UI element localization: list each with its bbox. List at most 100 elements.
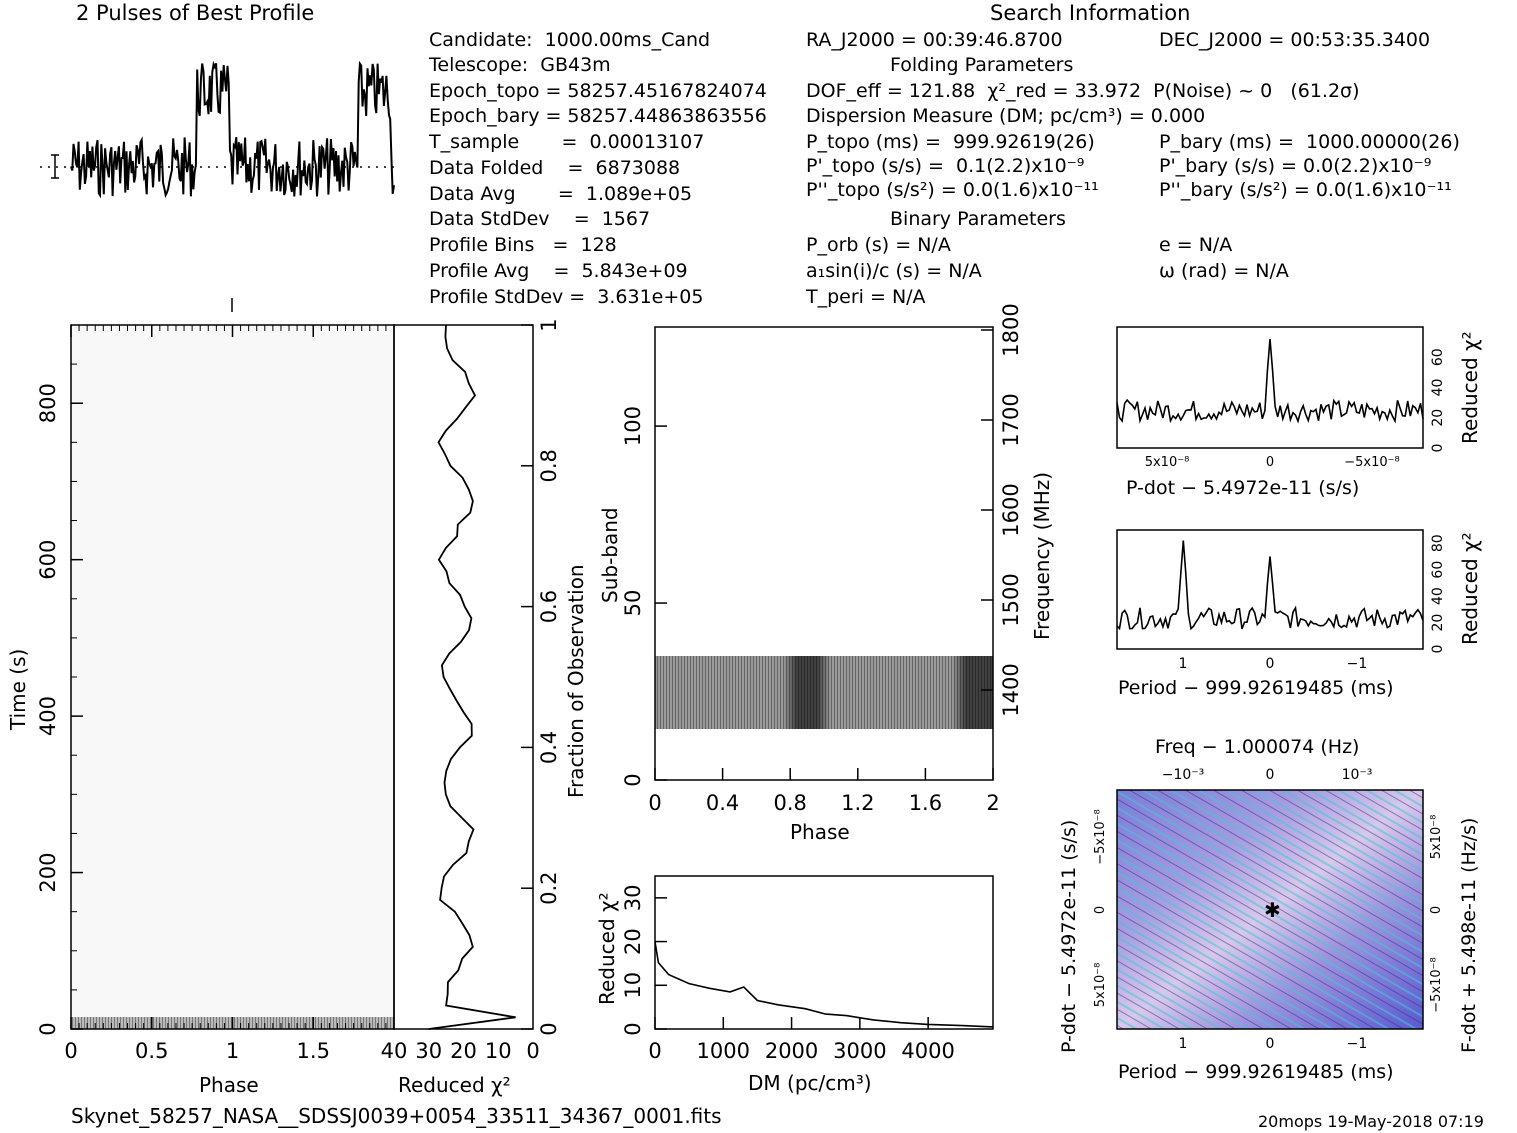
y-tick-label: 20	[621, 928, 645, 955]
y-tick-label: 0	[621, 1022, 645, 1035]
y-tick-label: 80	[1430, 534, 1446, 552]
a1sini-text: a₁sin(i)/c (s) = N/A	[806, 260, 982, 282]
y-tick-label: 0	[537, 1022, 561, 1035]
dec-text: DEC_J2000 = 00:53:35.3400	[1159, 29, 1431, 51]
period-chi2-plot: 1 0 −1 0 20 40 60 80	[1116, 529, 1446, 672]
y-tick-label: 50	[621, 590, 645, 617]
y-tick-label: 0	[621, 773, 645, 786]
dm-text: Dispersion Measure (DM; pc/cm³) = 0.000	[806, 105, 1206, 127]
chi2-fraction-line	[428, 324, 516, 1030]
y-tick-label: 0	[36, 1022, 60, 1035]
y-tick-label: 20	[1430, 409, 1446, 427]
pdot-chi2-plot: 5x10⁻⁸ 0 −5x10⁻⁸ 0 20 40 60	[1116, 326, 1446, 470]
profile-line	[70, 60, 395, 199]
chi2-fraction-plot: 40 30 20 10 0 0 0.2 0.4 0.6 0.8 1	[381, 318, 561, 1063]
x-tick-label: 4000	[901, 1039, 954, 1063]
x-tick-label: −5x10⁻⁸	[1344, 455, 1399, 470]
period-plot-xlabel: Period − 999.92619485 (ms)	[1118, 677, 1394, 699]
y-tick-label: 20	[1430, 614, 1446, 632]
y-tick-label: 40	[1430, 587, 1446, 605]
y-tick-label-right: 1500	[999, 573, 1023, 626]
x-tick-label: 40	[381, 1039, 408, 1063]
y-tick-label: 800	[36, 383, 60, 423]
y-tick-label: 0.6	[537, 590, 561, 623]
x-tick-label: 0	[64, 1039, 77, 1063]
y-tick-label: 600	[36, 540, 60, 580]
p-topo-text: P_topo (ms) = 999.92619(26)	[806, 131, 1095, 153]
ppdot-ylabel: P-dot − 5.4972e-11 (s/s)	[1058, 819, 1080, 1053]
fits-filename: Skynet_58257_NASA__SDSSJ0039+0054_33511_…	[71, 1104, 722, 1128]
pdot-topo-text: P'_topo (s/s) = 0.1(2.2)x10⁻⁹	[806, 155, 1085, 177]
folding-params-title: Folding Parameters	[890, 54, 1074, 76]
dof-text: DOF_eff = 121.88 χ²_red = 33.972 P(Noise…	[806, 80, 1360, 102]
y-tick-label: 60	[1430, 348, 1446, 366]
y-tick-label-right: 1700	[999, 393, 1023, 446]
y-tick-label-right: 1800	[999, 303, 1023, 356]
x-tick-label: 1	[226, 1039, 239, 1063]
y-tick-label: 0	[1093, 906, 1108, 914]
x-tick-label: 1	[1179, 1036, 1188, 1052]
y-tick-label-right: 0	[1429, 906, 1444, 914]
x-tick-label: 1.5	[297, 1039, 330, 1063]
ppdot-ylabel-right: F-dot + 5.498e-11 (Hz/s)	[1458, 817, 1480, 1053]
y-tick-label-right: 1600	[999, 483, 1023, 536]
x-tick-label: 2000	[765, 1039, 818, 1063]
period-chi2-line	[1116, 540, 1424, 631]
p-orb-text: P_orb (s) = N/A	[806, 234, 951, 256]
time-plot-xlabel: Phase	[199, 1073, 259, 1097]
x-tick-label-top: 0	[1266, 767, 1275, 783]
svg-text:✱: ✱	[1264, 898, 1281, 922]
y-tick-label: 30	[621, 884, 645, 911]
profile-bins-text: Profile Bins = 128	[429, 234, 617, 256]
pddot-topo-text: P''_topo (s/s²) = 0.0(1.6)x10⁻¹¹	[806, 179, 1099, 201]
subband-phase-plot: 0 0.4 0.8 1.2 1.6 2 0 50 100 1400 1500 1600 1700 1800	[621, 303, 1023, 815]
t-sample-text: T_sample = 0.00013107	[429, 131, 705, 153]
y-tick-label: 40	[1430, 379, 1446, 397]
profile-title: 2 Pulses of Best Profile	[76, 1, 315, 25]
y-tick-label: 1	[537, 318, 561, 331]
x-tick-label: 1.6	[909, 791, 942, 815]
t-peri-text: T_peri = N/A	[806, 286, 926, 308]
y-tick-label: 100	[621, 406, 645, 446]
pdot-plot-ylabel: Reduced χ²	[1458, 331, 1482, 444]
profile-stddev-text: Profile StdDev = 3.631e+05	[429, 286, 704, 308]
subband-plot-ylabel: Sub-band	[598, 507, 622, 603]
pdot-plot-xlabel: P-dot − 5.4972e-11 (s/s)	[1126, 477, 1360, 499]
time-phase-plot: 0 0.5 1 1.5 0 200 400 600 800	[36, 324, 395, 1063]
subband-plot-ylabel-right: Frequency (MHz)	[1030, 471, 1054, 640]
x-tick-label: 0	[1266, 656, 1275, 672]
telescope-text: Telescope: GB43m	[429, 54, 611, 76]
pulse-profile-plot	[40, 60, 395, 312]
profile-avg-text: Profile Avg = 5.843e+09	[429, 260, 688, 282]
y-tick-label: 5x10⁻⁸	[1093, 963, 1108, 1008]
x-tick-label: 1000	[697, 1039, 750, 1063]
ppdot-xlabel: Period − 999.92619485 (ms)	[1118, 1061, 1394, 1083]
x-tick-label: 20	[450, 1039, 477, 1063]
x-tick-label: 10	[485, 1039, 512, 1063]
p-bary-text: P_bary (ms) = 1000.00000(26)	[1159, 131, 1460, 153]
y-tick-label: 60	[1430, 561, 1446, 579]
x-tick-label: 0	[648, 1039, 661, 1063]
data-stddev-text: Data StdDev = 1567	[429, 208, 651, 230]
y-tick-label-right: −5x10⁻⁸	[1429, 957, 1444, 1012]
x-tick-label: 5x10⁻⁸	[1145, 455, 1190, 470]
y-tick-label: 0.8	[537, 449, 561, 482]
y-tick-label: 0.2	[537, 871, 561, 904]
x-tick-label: 0	[1266, 455, 1274, 470]
x-tick-label: 30	[415, 1039, 442, 1063]
timestamp: 20mops 19-May-2018 07:19	[1258, 1112, 1484, 1131]
x-tick-label: −1	[1347, 1036, 1368, 1052]
pddot-bary-text: P''_bary (s/s²) = 0.0(1.6)x10⁻¹¹	[1159, 179, 1452, 201]
y-tick-label: 200	[36, 853, 60, 893]
p-pdot-heatmap: ✱ 1 0 −1 −10⁻³ 0 10⁻³ −5x10⁻⁸ 0 5x10⁻⁸ 5x10⁻⁸ 0 −5x…	[1093, 767, 1444, 1052]
ppdot-title: Freq − 1.000074 (Hz)	[1155, 736, 1360, 758]
pdot-chi2-line	[1116, 339, 1424, 424]
search-info-title: Search Information	[990, 1, 1191, 25]
y-tick-label: 0	[1430, 444, 1446, 453]
ra-text: RA_J2000 = 00:39:46.8700	[806, 29, 1063, 51]
e-text: e = N/A	[1159, 234, 1233, 256]
x-tick-label: 0	[526, 1039, 539, 1063]
x-tick-label: 0	[1266, 1036, 1275, 1052]
x-tick-label: 3000	[833, 1039, 886, 1063]
